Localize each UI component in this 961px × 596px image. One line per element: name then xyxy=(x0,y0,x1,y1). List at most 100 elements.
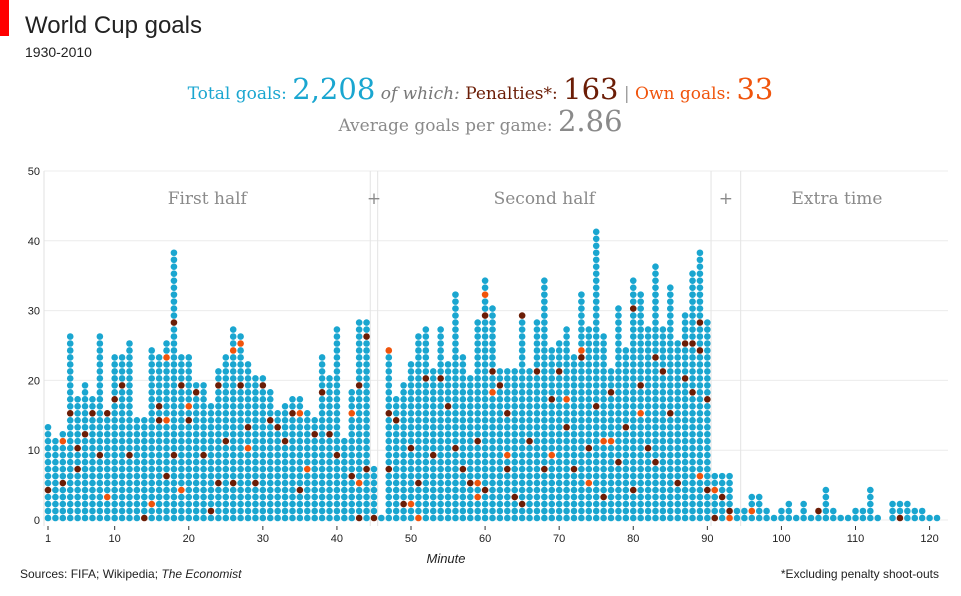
goal-dot xyxy=(370,500,378,508)
total-goals-label: Total goals: xyxy=(187,84,287,104)
goal-dot xyxy=(541,493,548,501)
goal-dot xyxy=(415,472,422,480)
goal-dot xyxy=(407,444,415,452)
goal-dot xyxy=(81,486,89,494)
goal-dot xyxy=(252,458,259,466)
goal-dot xyxy=(570,416,578,424)
goal-dot xyxy=(518,382,526,389)
goal-dot xyxy=(622,514,630,522)
goal-dot xyxy=(400,444,407,452)
goal-dot xyxy=(689,333,696,340)
goal-dot xyxy=(704,319,711,326)
goal-dot xyxy=(81,403,89,410)
goal-dot xyxy=(541,368,548,375)
goal-dot xyxy=(466,416,474,424)
goal-dot xyxy=(629,305,637,312)
goal-dot xyxy=(541,500,548,508)
goal-dot xyxy=(66,458,74,466)
goal-dot xyxy=(637,458,644,466)
goal-dot xyxy=(281,500,289,508)
goal-dot xyxy=(44,514,52,522)
goal-dot xyxy=(266,423,274,431)
goal-dot xyxy=(444,500,452,508)
goal-dot xyxy=(659,493,667,501)
goal-dot xyxy=(563,472,570,480)
goal-dot xyxy=(585,333,593,340)
goal-dot xyxy=(704,410,711,417)
goal-dot xyxy=(392,410,400,417)
goal-dot xyxy=(607,389,615,396)
goal-dot xyxy=(155,514,163,522)
goal-dot xyxy=(585,361,593,368)
goal-dot xyxy=(681,340,689,347)
goal-dot xyxy=(155,451,163,459)
goal-dot xyxy=(392,430,400,438)
goal-dot xyxy=(548,403,556,410)
goal-dot xyxy=(118,396,126,403)
goal-dot xyxy=(192,451,200,459)
penalties-value: 163 xyxy=(563,72,619,106)
goal-dot xyxy=(689,416,696,424)
goal-dot xyxy=(496,375,504,382)
goal-dot xyxy=(407,403,415,410)
goal-dot xyxy=(555,430,563,438)
goal-dot xyxy=(681,375,689,382)
goal-dot xyxy=(296,396,304,403)
goal-dot xyxy=(615,354,622,361)
goal-dot xyxy=(837,514,844,522)
goal-dot xyxy=(133,493,141,501)
goal-dot xyxy=(496,430,504,438)
goal-dot xyxy=(126,437,133,445)
goal-dot xyxy=(504,479,511,487)
goal-dot xyxy=(355,416,363,424)
goal-dot xyxy=(726,507,733,515)
goal-dot xyxy=(155,361,163,368)
goal-dot xyxy=(644,423,652,431)
goal-dot xyxy=(533,389,541,396)
goal-dot xyxy=(696,389,704,396)
goal-dot xyxy=(163,403,170,410)
goal-dot xyxy=(615,437,622,445)
goal-dot xyxy=(481,514,489,522)
goal-dot xyxy=(541,305,548,312)
goal-dot xyxy=(303,479,311,487)
goal-dot xyxy=(133,444,141,452)
goal-dot xyxy=(644,500,652,508)
goal-dot xyxy=(667,444,674,452)
goal-dot xyxy=(170,507,178,515)
goal-dot xyxy=(333,472,341,480)
goal-dot xyxy=(422,333,430,340)
goal-dot xyxy=(318,389,326,396)
goal-dot xyxy=(170,333,178,340)
goal-dot xyxy=(504,375,511,382)
goal-dot xyxy=(466,430,474,438)
goal-dot xyxy=(578,458,585,466)
goal-dot xyxy=(429,465,437,473)
goal-dot xyxy=(326,465,333,473)
goal-dot xyxy=(296,444,304,452)
goal-dot xyxy=(607,423,615,431)
goal-dot xyxy=(615,507,622,515)
goal-dot xyxy=(237,451,244,459)
period-label: + xyxy=(367,189,381,209)
goal-dot xyxy=(644,472,652,480)
goal-dot xyxy=(192,437,200,445)
goal-dot xyxy=(474,458,481,466)
goal-dot xyxy=(252,465,259,473)
goal-dot xyxy=(533,410,541,417)
goal-dot xyxy=(185,354,193,361)
goal-dot xyxy=(259,514,267,522)
goal-dot xyxy=(600,507,607,515)
goal-dot xyxy=(296,423,304,431)
goal-dot xyxy=(511,444,519,452)
goal-dot xyxy=(318,375,326,382)
period-label: Second half xyxy=(494,189,597,209)
goal-dot xyxy=(274,500,281,508)
goal-dot xyxy=(629,493,637,501)
goal-dot xyxy=(163,437,170,445)
goal-dot xyxy=(459,361,467,368)
goal-dot xyxy=(415,514,422,522)
goal-dot xyxy=(252,507,259,515)
goal-dot xyxy=(704,507,711,515)
goal-dot xyxy=(222,396,230,403)
